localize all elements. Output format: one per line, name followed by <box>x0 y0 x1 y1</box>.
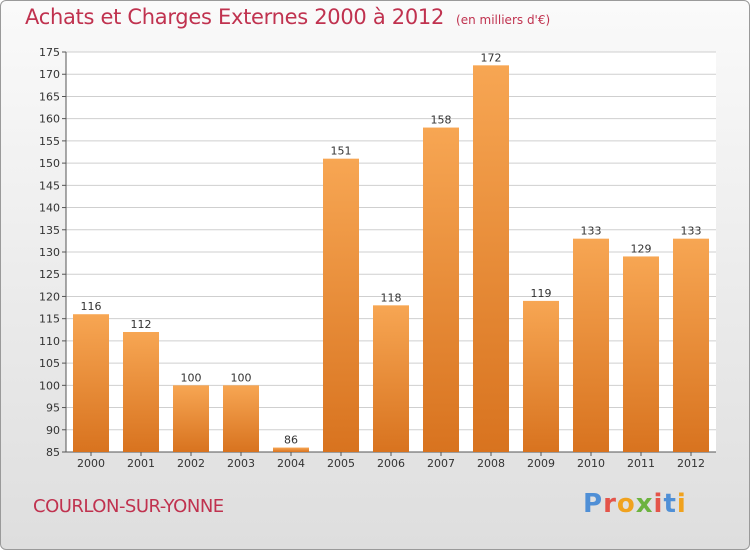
data-label-2004: 86 <box>284 434 298 447</box>
logo-letter-i2: i <box>676 489 687 519</box>
data-label-2003: 100 <box>231 371 252 384</box>
bar-2003 <box>223 385 259 452</box>
y-tick-label: 170 <box>39 68 60 81</box>
data-label-2011: 129 <box>631 242 652 255</box>
bar-2000 <box>73 314 109 452</box>
y-tick-label: 140 <box>39 202 60 215</box>
y-tick-label: 165 <box>39 90 60 103</box>
data-label-2001: 112 <box>131 318 152 331</box>
bar-2012 <box>673 238 709 452</box>
x-tick-label-2006: 2006 <box>377 457 405 470</box>
y-tick-label: 155 <box>39 135 60 148</box>
y-tick-label: 105 <box>39 357 60 370</box>
x-tick-label-2002: 2002 <box>177 457 205 470</box>
proxiti-logo[interactable]: Proxiti <box>583 489 687 519</box>
logo-letter-r: r <box>603 489 617 519</box>
data-label-2007: 158 <box>431 114 452 127</box>
x-tick-label-2001: 2001 <box>127 457 155 470</box>
data-label-2012: 133 <box>681 225 702 238</box>
bar-2006 <box>373 305 409 452</box>
x-tick-label-2008: 2008 <box>477 457 505 470</box>
data-label-2002: 100 <box>181 371 202 384</box>
data-label-2005: 151 <box>331 145 352 158</box>
data-label-2008: 172 <box>481 51 502 64</box>
y-tick-label: 85 <box>46 446 60 459</box>
y-tick-label: 115 <box>39 313 60 326</box>
logo-letter-x: x <box>635 489 654 519</box>
x-tick-label-2009: 2009 <box>527 457 555 470</box>
y-tick-label: 150 <box>39 157 60 170</box>
y-tick-label: 120 <box>39 290 60 303</box>
y-tick-label: 145 <box>39 179 60 192</box>
x-tick-label-2003: 2003 <box>227 457 255 470</box>
bar-2005 <box>323 158 359 452</box>
bar-2007 <box>423 127 459 453</box>
logo-letter-i: i <box>653 489 664 519</box>
y-tick-label: 95 <box>46 402 60 415</box>
data-label-2000: 116 <box>81 300 102 313</box>
x-tick-label-2012: 2012 <box>677 457 705 470</box>
x-tick-label-2011: 2011 <box>627 457 655 470</box>
y-tick-label: 90 <box>46 424 60 437</box>
x-tick-label-2004: 2004 <box>277 457 305 470</box>
x-tick-label-2005: 2005 <box>327 457 355 470</box>
chart-title: Achats et Charges Externes 2000 à 2012 (e… <box>25 5 550 29</box>
logo-letter-o: o <box>616 489 636 519</box>
bar-2008 <box>473 65 509 452</box>
data-label-2006: 118 <box>381 291 402 304</box>
logo-letter-t: t <box>663 489 677 519</box>
y-tick-label: 100 <box>39 379 60 392</box>
place-name: COURLON-SUR-YONNE <box>33 496 224 517</box>
y-tick-label: 175 <box>39 46 60 59</box>
chart-subtitle: (en milliers d'€) <box>456 13 551 27</box>
x-tick-label-2000: 2000 <box>77 457 105 470</box>
bar-2004 <box>273 447 309 452</box>
bar-2001 <box>123 332 159 452</box>
bar-2002 <box>173 385 209 452</box>
y-tick-label: 110 <box>39 335 60 348</box>
y-tick-label: 130 <box>39 246 60 259</box>
chart-title-text: Achats et Charges Externes 2000 à 2012 <box>25 5 445 29</box>
bar-2010 <box>573 238 609 452</box>
data-label-2010: 133 <box>581 225 602 238</box>
y-tick-label: 160 <box>39 113 60 126</box>
y-tick-label: 125 <box>39 268 60 281</box>
y-tick-label: 135 <box>39 224 60 237</box>
bar-2009 <box>523 300 559 452</box>
bar-2011 <box>623 256 659 452</box>
data-label-2009: 119 <box>531 287 552 300</box>
logo-letter-p: P <box>583 489 604 519</box>
x-tick-label-2010: 2010 <box>577 457 605 470</box>
x-tick-label-2007: 2007 <box>427 457 455 470</box>
